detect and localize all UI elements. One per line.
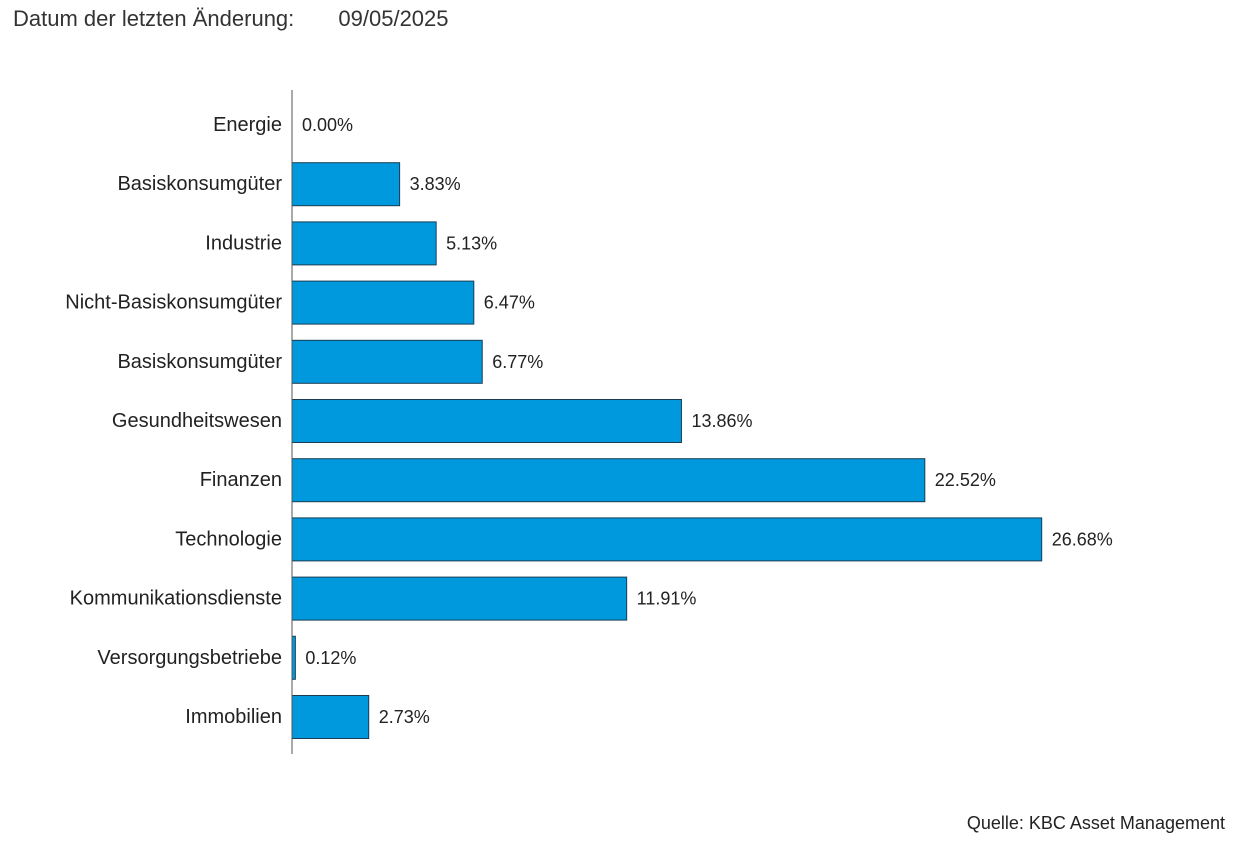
date-value: 09/05/2025: [338, 6, 449, 31]
last-change-header: Datum der letzten Änderung: 09/05/2025: [13, 6, 449, 32]
value-label: 5.13%: [446, 233, 497, 253]
bar: [291, 635, 296, 680]
bar: [291, 399, 682, 443]
category-label: Finanzen: [200, 469, 282, 491]
value-label: 0.00%: [302, 115, 353, 135]
category-label: Kommunikationsdienste: [70, 588, 282, 610]
bar: [291, 221, 437, 266]
category-label: Industrie: [205, 232, 282, 254]
value-label: 26.68%: [1052, 529, 1113, 549]
source-note: Quelle: KBC Asset Management: [966, 813, 1225, 833]
value-label: 2.73%: [379, 707, 430, 727]
value-label: 13.86%: [691, 411, 752, 431]
category-label: Basiskonsumgüter: [117, 173, 282, 195]
category-label: Basiskonsumgüter: [117, 351, 282, 373]
value-label: 0.12%: [305, 648, 356, 668]
bar: [291, 339, 483, 384]
category-label: Technologie: [175, 528, 282, 550]
date-label: Datum der letzten Änderung:: [13, 6, 295, 31]
value-label: 6.77%: [492, 352, 543, 372]
bar: [291, 280, 475, 325]
category-label: Nicht-Basiskonsumgüter: [65, 292, 282, 314]
category-label: Versorgungsbetriebe: [97, 647, 282, 669]
value-label: 22.52%: [935, 470, 996, 490]
bar: [291, 695, 370, 739]
bar: [291, 576, 628, 621]
value-label: 3.83%: [410, 174, 461, 194]
value-label: 11.91%: [637, 589, 697, 609]
bar: [291, 517, 1043, 562]
value-label: 6.47%: [484, 293, 535, 313]
category-label: Energie: [213, 114, 282, 136]
bar: [291, 162, 401, 207]
category-label: Immobilien: [185, 706, 282, 728]
bar: [291, 458, 926, 503]
category-label: Gesundheitswesen: [112, 410, 282, 432]
